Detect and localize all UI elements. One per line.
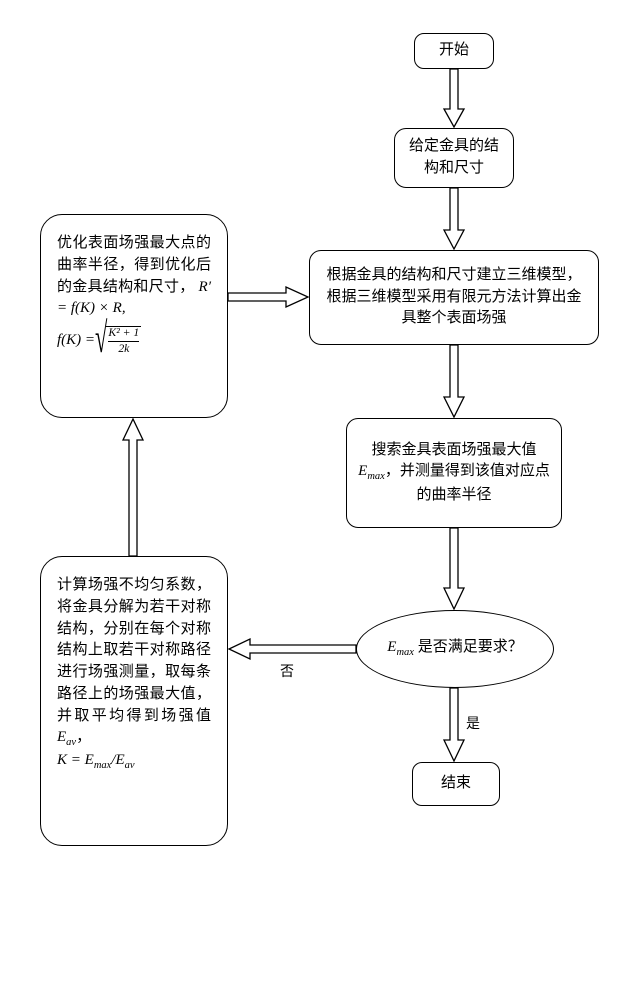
optimize-text: 优化表面场强最大点的曲率半径，得到优化后的金具结构和尺寸， R′ = f(K) … bbox=[57, 233, 211, 356]
flow-node-calc-k: 计算场强不均匀系数，将金具分解为若干对称结构，分别在每个对称结构上取若干对称路径… bbox=[40, 556, 228, 846]
arrow-start-given bbox=[444, 69, 464, 129]
arrow-calck-optimize bbox=[123, 418, 143, 557]
arrow-search-decision bbox=[444, 528, 464, 611]
flow-node-decision: Emax 是否满足要求？ bbox=[356, 610, 554, 688]
model-label: 根据金具的结构和尺寸建立三维模型，根据三维模型采用有限元方法计算出金具整个表面场… bbox=[320, 265, 588, 330]
label-yes: 是 bbox=[466, 713, 480, 733]
arrow-model-search bbox=[444, 345, 464, 419]
flow-node-end: 结束 bbox=[412, 762, 500, 806]
arrow-decision-end bbox=[444, 688, 464, 763]
label-no: 否 bbox=[280, 661, 294, 681]
arrow-given-model bbox=[444, 188, 464, 251]
decision-text: Emax 是否满足要求？ bbox=[387, 637, 522, 660]
flow-node-model: 根据金具的结构和尺寸建立三维模型，根据三维模型采用有限元方法计算出金具整个表面场… bbox=[309, 250, 599, 345]
flow-node-search: 搜索金具表面场强最大值 Emax，并测量得到该值对应点的曲率半径 bbox=[346, 418, 562, 528]
flow-node-start: 开始 bbox=[414, 33, 494, 69]
end-label: 结束 bbox=[441, 773, 471, 795]
flow-node-given: 给定金具的结构和尺寸 bbox=[394, 128, 514, 188]
start-label: 开始 bbox=[439, 40, 469, 62]
calc-k-text: 计算场强不均匀系数，将金具分解为若干对称结构，分别在每个对称结构上取若干对称路径… bbox=[57, 575, 211, 774]
arrow-optimize-model bbox=[228, 287, 310, 307]
search-text: 搜索金具表面场强最大值 Emax，并测量得到该值对应点的曲率半径 bbox=[357, 440, 551, 507]
arrow-decision-calck bbox=[228, 639, 357, 659]
flow-node-optimize: 优化表面场强最大点的曲率半径，得到优化后的金具结构和尺寸， R′ = f(K) … bbox=[40, 214, 228, 418]
given-label: 给定金具的结构和尺寸 bbox=[405, 136, 503, 180]
